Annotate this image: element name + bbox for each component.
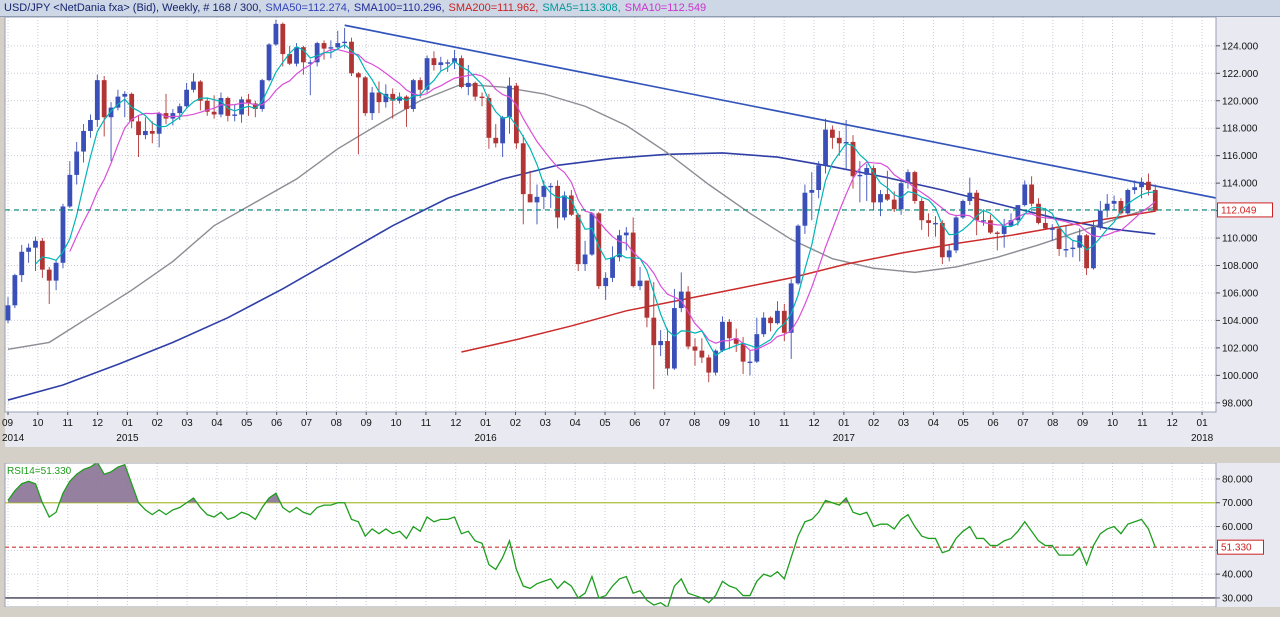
svg-text:60.000: 60.000 bbox=[1222, 522, 1253, 533]
sma-label: SMA10=112.549 bbox=[624, 2, 707, 14]
svg-text:10: 10 bbox=[1107, 418, 1119, 429]
svg-text:102.000: 102.000 bbox=[1222, 343, 1259, 354]
svg-text:03: 03 bbox=[540, 418, 552, 429]
svg-text:05: 05 bbox=[599, 418, 611, 429]
plot-border bbox=[4, 17, 1217, 413]
rsi-line bbox=[7, 463, 1156, 607]
svg-text:98.000: 98.000 bbox=[1222, 398, 1253, 409]
rsi-current-label-box bbox=[1217, 539, 1264, 555]
svg-text:05: 05 bbox=[241, 418, 253, 429]
svg-text:01: 01 bbox=[122, 418, 134, 429]
svg-text:02: 02 bbox=[152, 418, 164, 429]
svg-text:108.000: 108.000 bbox=[1222, 261, 1259, 272]
svg-text:12: 12 bbox=[808, 418, 820, 429]
svg-text:106.000: 106.000 bbox=[1222, 288, 1259, 299]
svg-text:07: 07 bbox=[659, 418, 671, 429]
price-chart-panel[interactable]: 124.000 122.000 120.000 118.000 116.000 114.0… bbox=[0, 17, 1280, 447]
sma-label: SMA50=112.274, bbox=[265, 2, 350, 14]
rsi-current-label: 51.330 bbox=[1221, 543, 1252, 554]
sma-label: SMA5=113.308, bbox=[542, 2, 621, 14]
svg-text:01: 01 bbox=[838, 418, 850, 429]
svg-text:11: 11 bbox=[779, 418, 790, 429]
svg-text:09: 09 bbox=[2, 418, 14, 429]
sma50-line bbox=[7, 83, 1156, 350]
svg-text:07: 07 bbox=[1017, 418, 1029, 429]
svg-text:30.000: 30.000 bbox=[1222, 593, 1253, 604]
plot-layers bbox=[5, 19, 1217, 401]
chart-title: USD/JPY <NetDania fxa> (Bid), Weekly, # … bbox=[4, 2, 262, 14]
svg-text:12: 12 bbox=[1167, 418, 1179, 429]
svg-text:10: 10 bbox=[749, 418, 761, 429]
sma-label: SMA200=111.962, bbox=[448, 2, 539, 14]
svg-text:122.000: 122.000 bbox=[1222, 69, 1259, 80]
price-axis[interactable]: 124.000 122.000 120.000 118.000 116.000 114.0… bbox=[1216, 41, 1273, 409]
current-price-label-box bbox=[1217, 202, 1273, 218]
rsi-plot-border bbox=[4, 463, 1217, 607]
rsi-chart-canvas[interactable]: 80.00070.00060.00050.00040.00030.00051.3… bbox=[0, 463, 1280, 607]
sma5-line bbox=[35, 43, 1156, 357]
svg-text:04: 04 bbox=[928, 418, 940, 429]
svg-text:100.000: 100.000 bbox=[1222, 371, 1259, 382]
rsi-indicator-label: RSI14=51.330 bbox=[7, 466, 72, 477]
svg-text:09: 09 bbox=[719, 418, 731, 429]
svg-text:04: 04 bbox=[211, 418, 223, 429]
current-price-label: 112.049 bbox=[1221, 205, 1257, 216]
time-axis[interactable]: 09 10 11 12 01 02 03 04 05 06 07 08 09 10 11 12 01 02 03 04… bbox=[2, 412, 1214, 444]
descending-trendline[interactable] bbox=[344, 24, 1217, 199]
chart-header: USD/JPY <NetDania fxa> (Bid), Weekly, # … bbox=[0, 0, 1280, 17]
svg-text:11: 11 bbox=[1137, 418, 1148, 429]
svg-text:2018: 2018 bbox=[1191, 433, 1214, 444]
svg-text:08: 08 bbox=[1047, 418, 1059, 429]
svg-text:08: 08 bbox=[331, 418, 343, 429]
sma-label: SMA100=110.296, bbox=[353, 2, 445, 14]
svg-text:08: 08 bbox=[689, 418, 701, 429]
price-chart-canvas[interactable]: 124.000 122.000 120.000 118.000 116.000 114.0… bbox=[0, 17, 1280, 447]
svg-text:06: 06 bbox=[271, 418, 283, 429]
svg-text:11: 11 bbox=[421, 418, 432, 429]
svg-text:06: 06 bbox=[988, 418, 1000, 429]
svg-text:116.000: 116.000 bbox=[1222, 151, 1258, 162]
sma200-line bbox=[461, 210, 1156, 353]
svg-text:07: 07 bbox=[301, 418, 313, 429]
svg-text:10: 10 bbox=[391, 418, 403, 429]
svg-text:110.000: 110.000 bbox=[1222, 234, 1258, 245]
svg-text:80.000: 80.000 bbox=[1222, 474, 1253, 485]
svg-text:12: 12 bbox=[92, 418, 104, 429]
svg-text:124.000: 124.000 bbox=[1222, 41, 1259, 52]
rsi-overbought-fill bbox=[8, 463, 849, 503]
svg-text:11: 11 bbox=[63, 418, 74, 429]
svg-text:12: 12 bbox=[450, 418, 462, 429]
svg-text:40.000: 40.000 bbox=[1222, 570, 1253, 581]
svg-text:2017: 2017 bbox=[833, 433, 856, 444]
svg-text:02: 02 bbox=[868, 418, 880, 429]
svg-text:01: 01 bbox=[1197, 418, 1209, 429]
candles-layer bbox=[5, 19, 1158, 390]
rsi-panel[interactable]: 80.00070.00060.00050.00040.00030.00051.3… bbox=[0, 463, 1280, 607]
svg-text:09: 09 bbox=[1077, 418, 1089, 429]
svg-text:05: 05 bbox=[958, 418, 970, 429]
sma-legend: SMA50=112.274, SMA100=110.296, SMA200=111.… bbox=[265, 2, 710, 14]
svg-text:114.000: 114.000 bbox=[1222, 179, 1258, 190]
svg-text:02: 02 bbox=[510, 418, 522, 429]
svg-text:104.000: 104.000 bbox=[1222, 316, 1259, 327]
svg-text:118.000: 118.000 bbox=[1222, 124, 1258, 135]
svg-text:06: 06 bbox=[629, 418, 641, 429]
rsi-axis[interactable]: 80.00070.00060.00050.00040.00030.00051.3… bbox=[1216, 474, 1264, 604]
svg-text:09: 09 bbox=[361, 418, 373, 429]
svg-text:2014: 2014 bbox=[2, 433, 25, 444]
svg-text:04: 04 bbox=[570, 418, 582, 429]
svg-text:2016: 2016 bbox=[475, 433, 498, 444]
svg-text:03: 03 bbox=[182, 418, 194, 429]
svg-text:10: 10 bbox=[32, 418, 44, 429]
svg-text:03: 03 bbox=[898, 418, 910, 429]
svg-text:2015: 2015 bbox=[116, 433, 139, 444]
svg-text:120.000: 120.000 bbox=[1222, 96, 1259, 107]
svg-text:01: 01 bbox=[480, 418, 492, 429]
svg-text:70.000: 70.000 bbox=[1222, 498, 1253, 509]
